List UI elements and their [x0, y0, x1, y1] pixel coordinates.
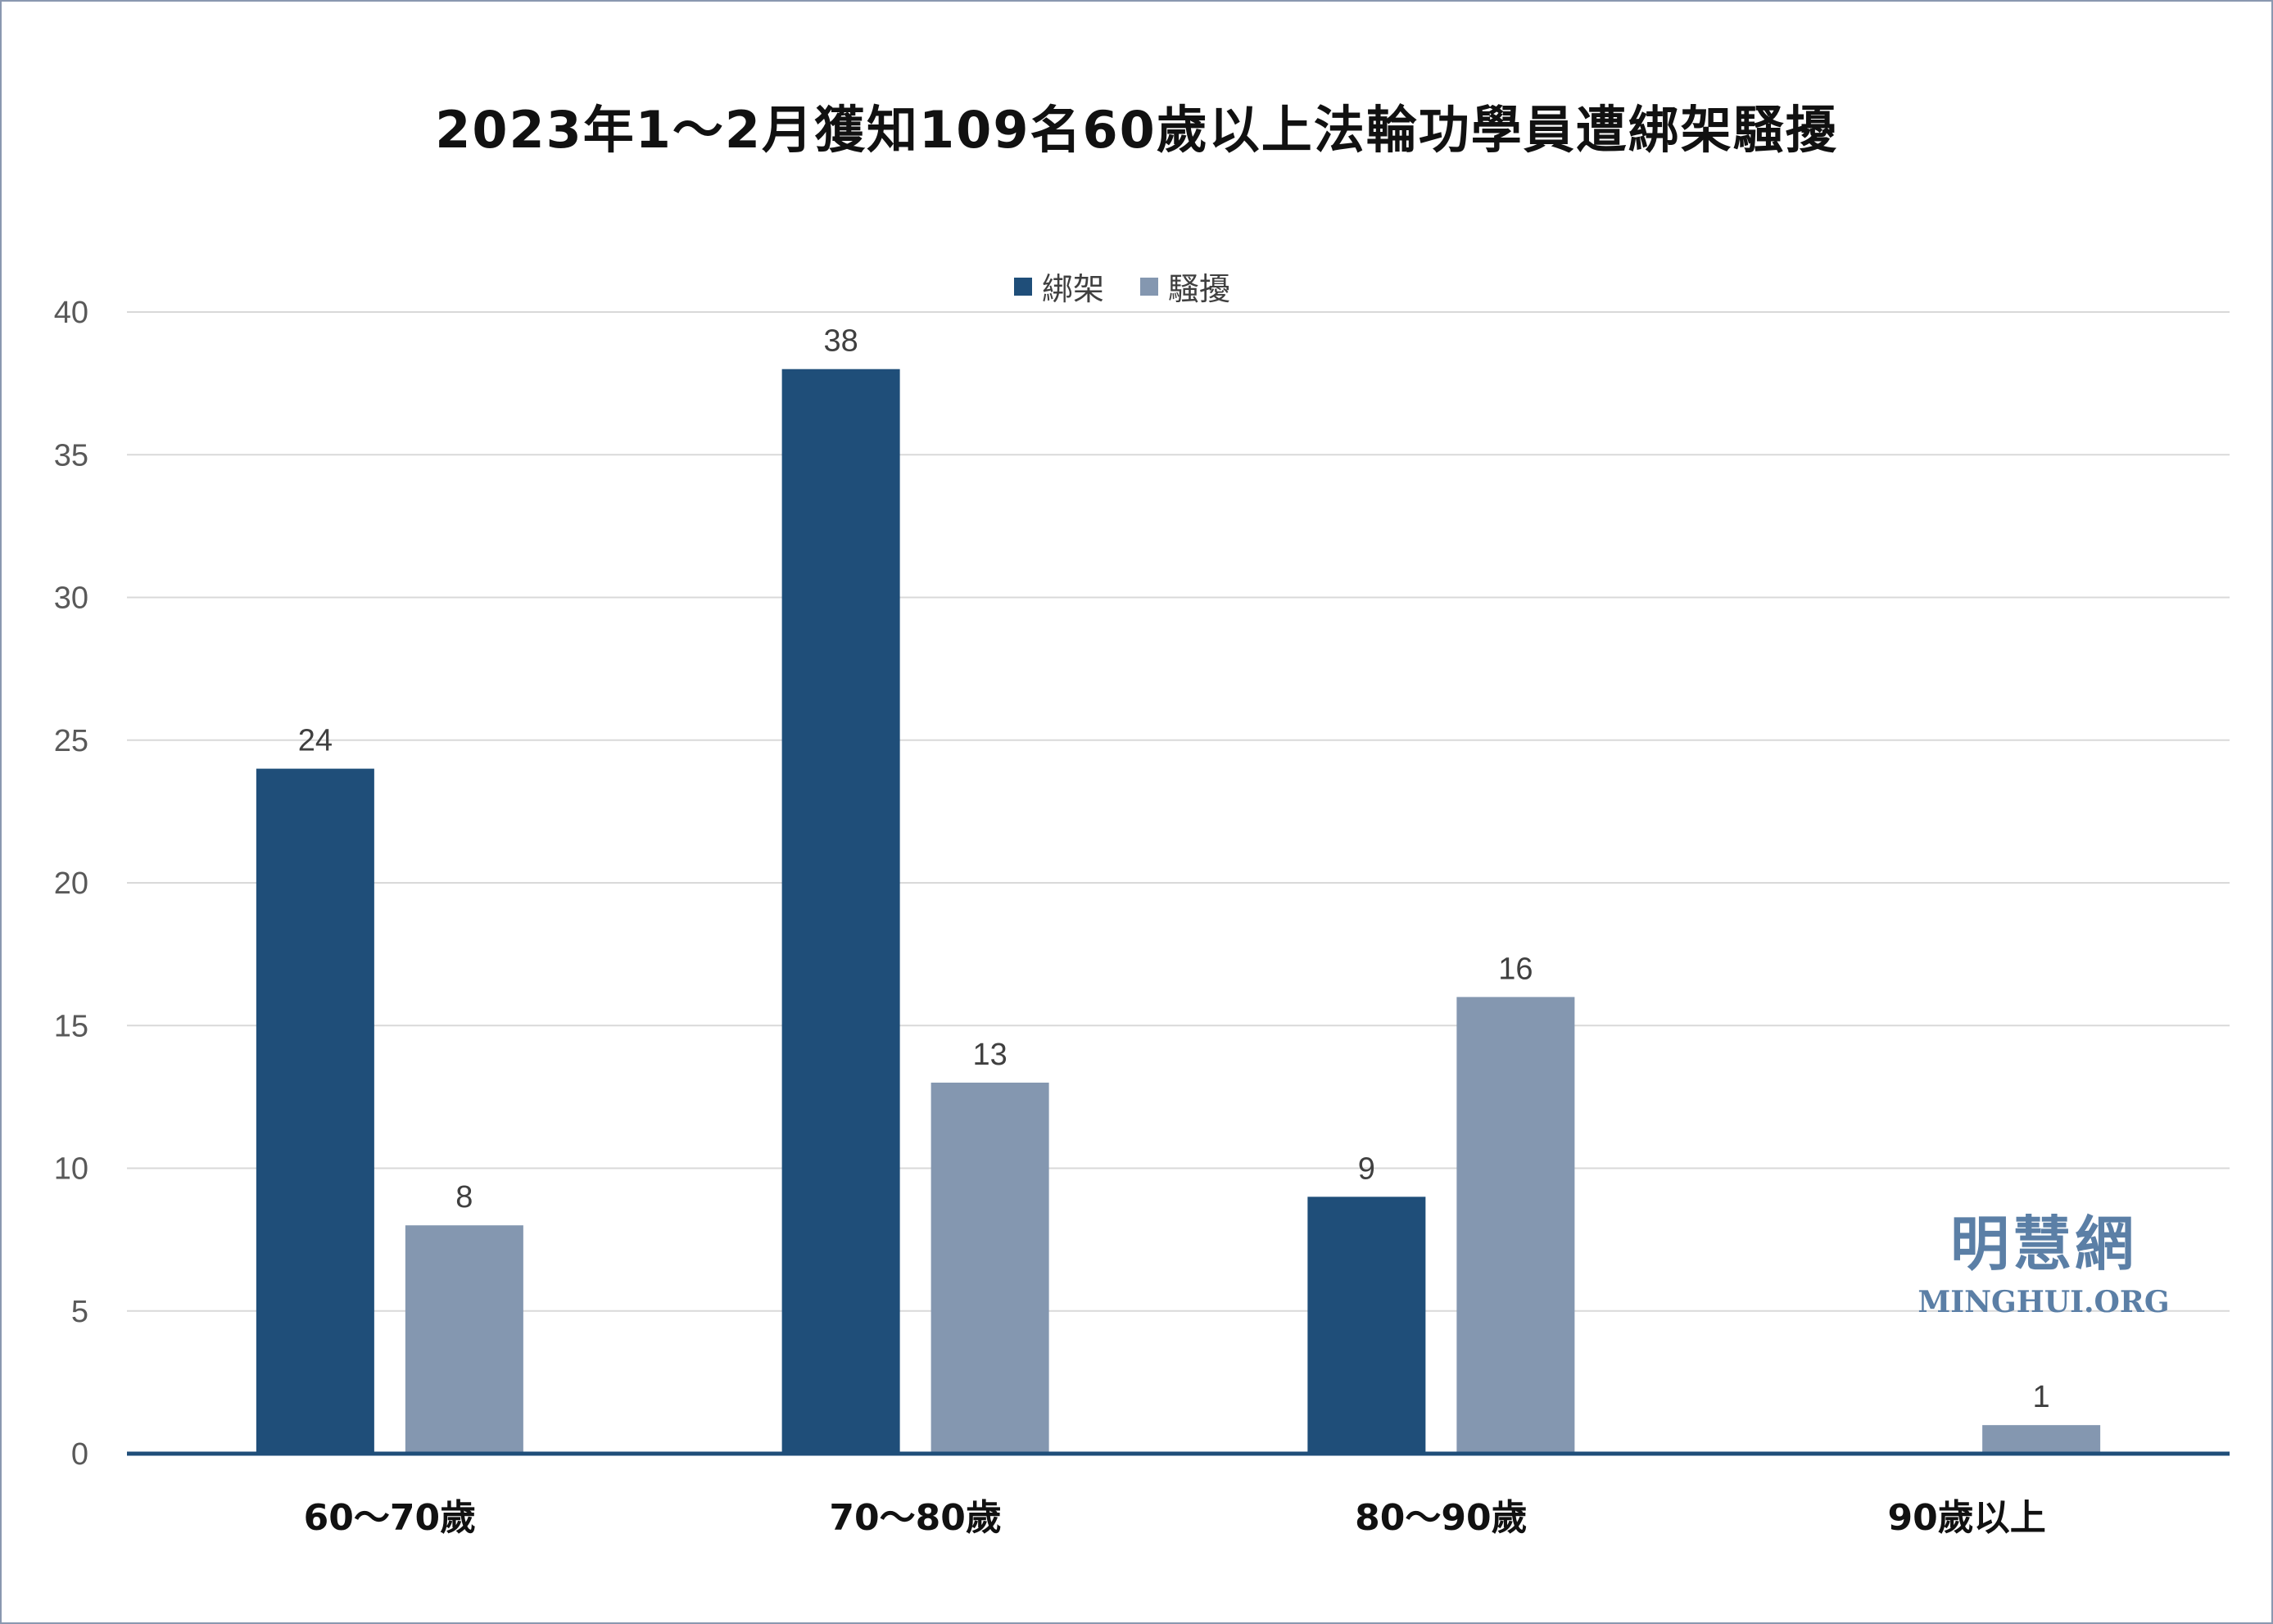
data-label: 16	[1498, 952, 1533, 986]
y-tick-label: 25	[54, 724, 88, 758]
legend-label-harass: 騷擾	[1168, 271, 1231, 307]
y-tick-label: 30	[54, 581, 88, 616]
y-tick-label: 15	[54, 1009, 88, 1043]
data-label: 8	[455, 1180, 473, 1215]
data-label: 1	[2033, 1380, 2050, 1414]
y-tick-label: 35	[54, 438, 88, 473]
bar-harass	[1982, 1425, 2101, 1454]
y-tick-label: 0	[71, 1437, 88, 1472]
x-category-label: 60～70歲	[304, 1497, 476, 1539]
bar-harass	[405, 1225, 523, 1454]
y-tick-label: 40	[54, 296, 88, 330]
logo-english-text: MINGHUI.ORG	[1918, 1285, 2170, 1319]
bar-kidnap	[781, 369, 900, 1454]
legend-swatch-harass	[1140, 277, 1159, 296]
y-tick-label: 10	[54, 1152, 88, 1187]
data-label: 9	[1358, 1151, 1375, 1186]
logo-chinese-text: 明慧網	[1949, 1209, 2137, 1278]
data-label: 24	[298, 724, 333, 758]
x-category-label: 70～80歲	[829, 1497, 1001, 1539]
chart-title: 2023年1～2月獲知109名60歲以上法輪功學員遭綁架騷擾	[435, 100, 1838, 160]
legend-label-kidnap: 綁架	[1042, 271, 1105, 307]
data-label: 38	[823, 324, 858, 359]
bar-harass	[930, 1082, 1049, 1454]
x-category-label: 90歲以上	[1888, 1497, 2046, 1539]
bar-kidnap	[1307, 1197, 1426, 1454]
x-category-label: 80～90歲	[1355, 1497, 1527, 1539]
bar-harass	[1456, 997, 1575, 1454]
legend: 綁架 騷擾	[1014, 264, 1266, 309]
legend-swatch-kidnap	[1014, 277, 1032, 296]
y-tick-label: 5	[71, 1295, 88, 1329]
legend-item-kidnap: 綁架	[1014, 264, 1104, 309]
data-label: 13	[972, 1038, 1007, 1072]
y-tick-label: 20	[54, 866, 88, 901]
legend-item-harass: 騷擾	[1140, 264, 1230, 309]
bar-kidnap	[256, 768, 374, 1454]
minghui-logo: 明慧網 MINGHUI.ORG	[1909, 1196, 2179, 1319]
